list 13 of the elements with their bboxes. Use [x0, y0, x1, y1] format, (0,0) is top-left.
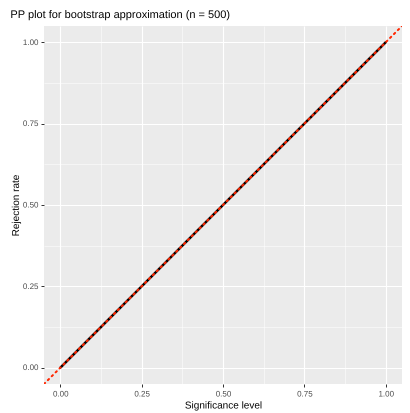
x-tick-label: 0.75	[297, 390, 314, 398]
y-tick-label: 0.50	[22, 200, 40, 210]
x-axis-title: Significance level	[184, 400, 262, 412]
y-tick-label: 0.75	[22, 119, 40, 128]
x-tick-label: 0.00	[52, 390, 70, 398]
y-tick-label: 0.25	[22, 282, 40, 291]
y-tick-label: 1.00	[22, 38, 40, 47]
x-tick-label: 0.25	[134, 390, 150, 398]
y-tick-label: 0.00	[22, 363, 40, 372]
chart-title: PP plot for bootstrap approximation (n = 500)	[10, 9, 230, 21]
x-tick-label: 1.00	[378, 390, 395, 398]
y-axis-title: Rejection rate	[10, 174, 22, 236]
x-tick-label: 0.50	[216, 390, 232, 398]
